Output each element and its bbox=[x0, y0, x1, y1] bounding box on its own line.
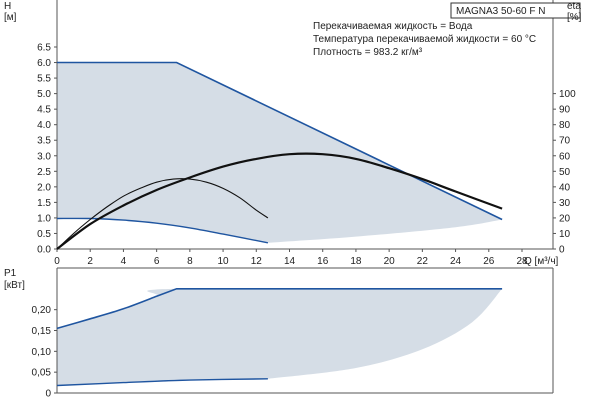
y-tick-label-efficiency: 100 bbox=[559, 89, 576, 100]
y-tick-label-efficiency: 70 bbox=[559, 136, 571, 147]
y-tick-label-head: 6.5 bbox=[37, 43, 51, 54]
head-efficiency-panel: 0.0 0.5 1.0 1.5 2.0 2.5 3.0 3.5 4.0 4.5 5.0 5.5 6.0 6… bbox=[37, 0, 576, 267]
y-tick-label-power: 0,05 bbox=[32, 368, 52, 379]
y-axis-label-power: P1 bbox=[4, 268, 17, 279]
x-tick-label: 12 bbox=[251, 256, 263, 267]
x-tick-label: 22 bbox=[417, 256, 429, 267]
y-tick-label-head: 1.5 bbox=[37, 198, 51, 209]
x-tick-label: 10 bbox=[218, 256, 230, 267]
x-tick-label: 26 bbox=[483, 256, 495, 267]
y-tick-label-efficiency: 0 bbox=[559, 245, 565, 256]
x-tick-label: 2 bbox=[87, 256, 93, 267]
x-tick-label: 0 bbox=[54, 256, 60, 267]
info-line-density: Плотность = 983.2 кг/м³ bbox=[313, 47, 423, 58]
x-tick-label: 8 bbox=[187, 256, 193, 267]
efficiency-max-curve bbox=[56, 152, 503, 250]
y-tick-label-head: 2.0 bbox=[37, 182, 51, 193]
y-tick-label-head: 1.0 bbox=[37, 213, 51, 224]
x-tick-label: 6 bbox=[154, 256, 160, 267]
operating-region-head bbox=[57, 62, 503, 243]
power-panel: 0 0,05 0,10 0,15 0,20 bbox=[32, 267, 554, 400]
y-tick-label-efficiency: 60 bbox=[559, 151, 571, 162]
y-tick-label-head: 4.0 bbox=[37, 120, 51, 131]
x-tick-label: 16 bbox=[317, 256, 329, 267]
y-tick-label-head: 2.5 bbox=[37, 167, 51, 178]
y-tick-label-head: 6.0 bbox=[37, 58, 51, 69]
operating-region-power bbox=[57, 288, 503, 386]
y-tick-label-efficiency: 30 bbox=[559, 198, 571, 209]
info-line-temperature: Температура перекачиваемой жидкости = 60… bbox=[313, 34, 536, 45]
y-tick-label-efficiency: 50 bbox=[559, 167, 571, 178]
y-axis-label-efficiency: eta bbox=[567, 1, 581, 12]
x-tick-label: 24 bbox=[450, 256, 462, 267]
power-max-line bbox=[56, 288, 503, 330]
y-tick-label-efficiency: 10 bbox=[559, 229, 571, 240]
y-tick-label-power: 0,15 bbox=[32, 326, 52, 337]
head-envelope-max-line bbox=[57, 61, 503, 221]
y-tick-label-head: 3.0 bbox=[37, 151, 51, 162]
y-tick-label-head: 4.5 bbox=[37, 105, 51, 116]
y-tick-label-head: 0.5 bbox=[37, 229, 51, 240]
y-axis-label-head: H bbox=[4, 1, 11, 12]
info-line-liquid: Перекачиваемая жидкость = Вода bbox=[313, 21, 473, 32]
x-tick-label: 18 bbox=[350, 256, 362, 267]
x-tick-label: 4 bbox=[121, 256, 127, 267]
y-tick-label-head: 0.0 bbox=[37, 245, 51, 256]
y-tick-label-power: 0,10 bbox=[32, 347, 52, 358]
model-label-box: MAGNA3 50-60 F N bbox=[450, 2, 581, 19]
y-tick-label-power: 0,20 bbox=[32, 305, 52, 316]
x-tick-label: 20 bbox=[384, 256, 396, 267]
y-tick-label-efficiency: 80 bbox=[559, 120, 571, 131]
model-label: MAGNA3 50-60 F N bbox=[456, 6, 545, 17]
y-axis-unit-efficiency: [%] bbox=[567, 12, 582, 23]
y-tick-label-efficiency: 40 bbox=[559, 182, 571, 193]
y-tick-label-power: 0 bbox=[45, 389, 51, 400]
model-label-frame bbox=[450, 2, 581, 19]
x-tick-label: 14 bbox=[284, 256, 296, 267]
x-axis-label-flow: Q [м³/ч] bbox=[524, 256, 559, 267]
x-tick-label: 28 bbox=[516, 256, 528, 267]
y-tick-label-efficiency: 20 bbox=[559, 213, 571, 224]
y-tick-label-efficiency: 90 bbox=[559, 105, 571, 116]
y-tick-label-head: 5.5 bbox=[37, 74, 51, 85]
efficiency-min-curve bbox=[56, 178, 269, 250]
y-axis-unit-head: [м] bbox=[4, 12, 17, 23]
y-tick-label-head: 3.5 bbox=[37, 136, 51, 147]
y-axis-unit-power: [кВт] bbox=[4, 280, 25, 291]
y-tick-label-head: 5.0 bbox=[37, 89, 51, 100]
head-envelope-min-line bbox=[56, 217, 269, 244]
power-min-line bbox=[56, 378, 268, 387]
